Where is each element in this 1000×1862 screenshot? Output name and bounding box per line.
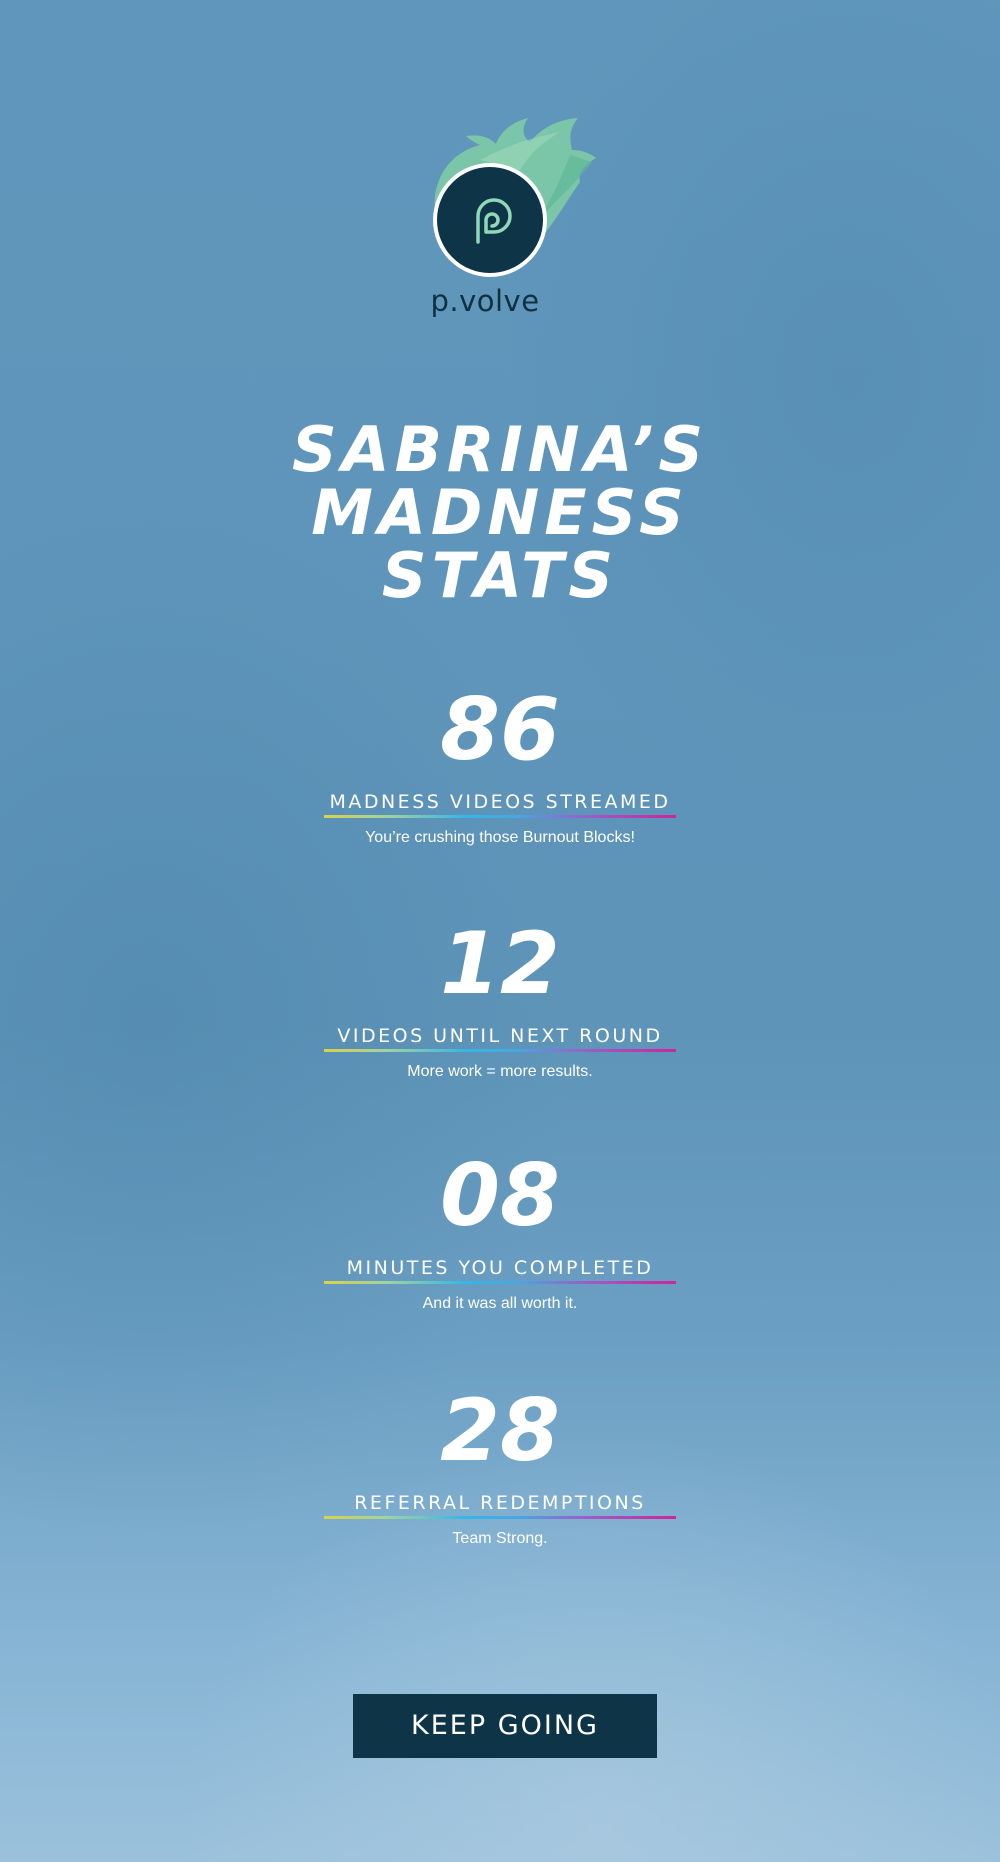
gradient-divider (324, 1281, 676, 1284)
brand-logo[interactable]: p.volve (420, 110, 610, 330)
stat-subtext: Team Strong. (452, 1530, 548, 1547)
gradient-divider (324, 815, 676, 818)
stat-label: VIDEOS UNTIL NEXT ROUND (337, 1025, 663, 1047)
stat-subtext: And it was all worth it. (422, 1295, 578, 1312)
stat-label: MADNESS VIDEOS STREAMED (329, 791, 671, 813)
stat-value: 86 (440, 680, 560, 780)
gradient-divider (324, 1049, 676, 1052)
stat-minutes-completed: 08 MINUTES YOU COMPLETED And it was all … (0, 1151, 1000, 1315)
stat-label: REFERRAL REDEMPTIONS (354, 1492, 646, 1514)
stat-referral-redemptions: 28 REFERRAL REDEMPTIONS Team Strong. (0, 1386, 1000, 1550)
stat-subtext: More work = more results. (407, 1063, 593, 1080)
gradient-divider (324, 1516, 676, 1519)
keep-going-button[interactable]: KEEP GOING (353, 1694, 657, 1758)
stat-value: 08 (440, 1146, 560, 1246)
title-line: MADNESS (311, 476, 689, 549)
pvolve-flame-logo-icon (433, 118, 596, 277)
title-line: SABRINA’S (291, 413, 709, 486)
page-title: SABRINA’S MADNESS STATS (0, 418, 1000, 607)
brand-wordmark: p.volve (430, 284, 540, 318)
stat-label: MINUTES YOU COMPLETED (346, 1257, 654, 1279)
stat-videos-until-next-round: 12 VIDEOS UNTIL NEXT ROUND More work = m… (0, 919, 1000, 1083)
stat-subtext: You’re crushing those Burnout Blocks! (365, 829, 635, 846)
stat-value: 28 (440, 1381, 560, 1481)
title-line: STATS (381, 539, 619, 612)
stat-videos-streamed: 86 MADNESS VIDEOS STREAMED You’re crushi… (0, 685, 1000, 849)
stat-value: 12 (440, 914, 560, 1014)
